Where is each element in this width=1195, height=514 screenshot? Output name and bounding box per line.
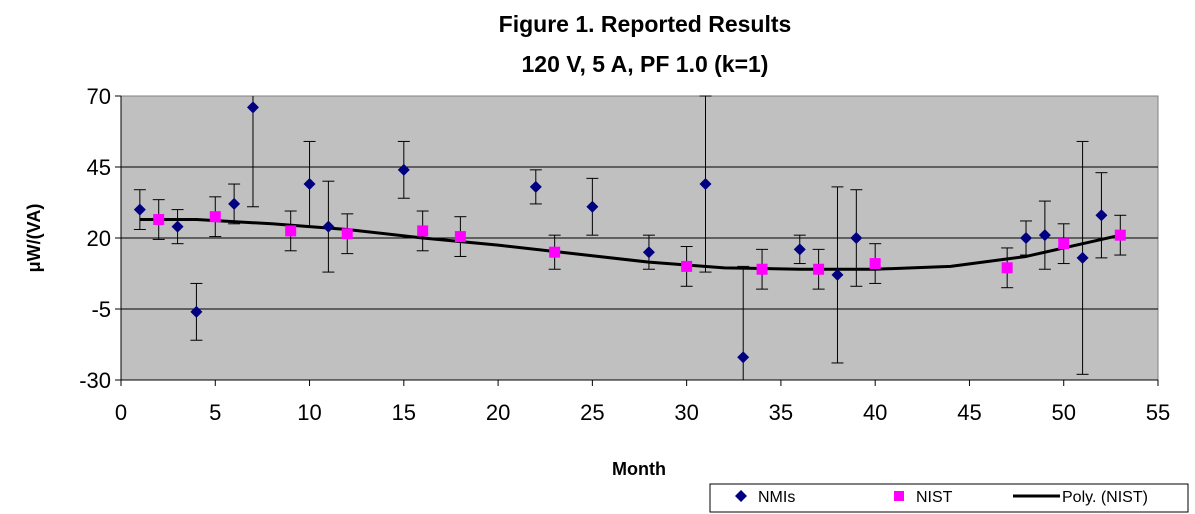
legend-nmis-label: NMIs (758, 489, 795, 506)
x-tick-label: 15 (392, 400, 416, 425)
x-tick-label: 50 (1051, 400, 1075, 425)
x-tick-label: 5 (209, 400, 221, 425)
y-tick-label: -5 (91, 297, 111, 322)
y-tick-label: 70 (87, 84, 111, 109)
y-tick-label: 20 (87, 226, 111, 251)
nmis-point (850, 232, 863, 244)
legend-poly-label: Poly. (NIST) (1062, 489, 1148, 506)
gridlines (121, 166, 1158, 310)
nmis-point (397, 163, 410, 176)
nmis-point (1020, 232, 1033, 244)
x-tick-label: 45 (957, 400, 981, 425)
nmis-point (190, 305, 203, 318)
legend-box (709, 483, 1189, 513)
nmis-point (1095, 209, 1108, 222)
nmis-point (1038, 229, 1051, 242)
legend: NMIs NIST Poly. (NIST) (709, 483, 1189, 513)
nist-point (417, 225, 429, 237)
nist-point (756, 263, 768, 275)
nmis-point (171, 220, 184, 233)
nmis-point (1076, 251, 1089, 264)
nist-point (813, 263, 825, 275)
nist-point (1058, 238, 1070, 250)
nist-point (153, 214, 165, 226)
x-tick-label: 55 (1146, 400, 1170, 425)
nmis-point (699, 178, 712, 191)
x-tick-label: 25 (580, 400, 604, 425)
x-tick-label: 20 (486, 400, 510, 425)
legend-nmis-marker (735, 490, 747, 502)
nmis-point (831, 268, 844, 281)
y-tick-label: -30 (79, 368, 111, 393)
x-tick-label: 10 (297, 400, 321, 425)
nmis-point (737, 351, 750, 364)
nist-point (549, 246, 561, 258)
nist-point (209, 211, 221, 223)
x-axis-ticks: 0 5 10 15 20 25 30 35 40 45 50 55 (115, 96, 1170, 425)
nmis-point (529, 180, 542, 193)
nmis-point (133, 203, 146, 216)
chart-subtitle: 120 V, 5 A, PF 1.0 (k=1) (522, 51, 769, 77)
nmis-point (586, 200, 599, 213)
x-tick-label: 40 (863, 400, 887, 425)
x-tick-label: 30 (674, 400, 698, 425)
x-tick-label: 35 (769, 400, 793, 425)
nist-point (454, 231, 466, 243)
nist-point (869, 258, 881, 270)
nmis-point (793, 243, 806, 256)
x-axis-label: Month (612, 459, 666, 479)
nmis-point (322, 220, 335, 233)
nmis-point (642, 246, 655, 259)
y-axis-ticks: -30 -5 20 45 70 (79, 84, 121, 393)
trend-line-poly-nist (139, 218, 1121, 271)
nmis-point (246, 101, 259, 114)
nist-point (1114, 229, 1126, 241)
nmis-point (303, 178, 316, 191)
nist-point (681, 260, 693, 272)
nist-point (285, 225, 297, 237)
nist-point (341, 228, 353, 240)
y-axis-label: μW/(VA) (24, 204, 44, 273)
nist-point (1001, 262, 1013, 274)
y-tick-label: 45 (87, 155, 111, 180)
chart-title: Figure 1. Reported Results (499, 11, 792, 37)
legend-nist-label: NIST (916, 489, 953, 506)
data-marks (133, 95, 1127, 380)
nmis-point (228, 197, 241, 210)
legend-nist-marker (894, 491, 904, 501)
x-tick-label: 0 (115, 400, 127, 425)
